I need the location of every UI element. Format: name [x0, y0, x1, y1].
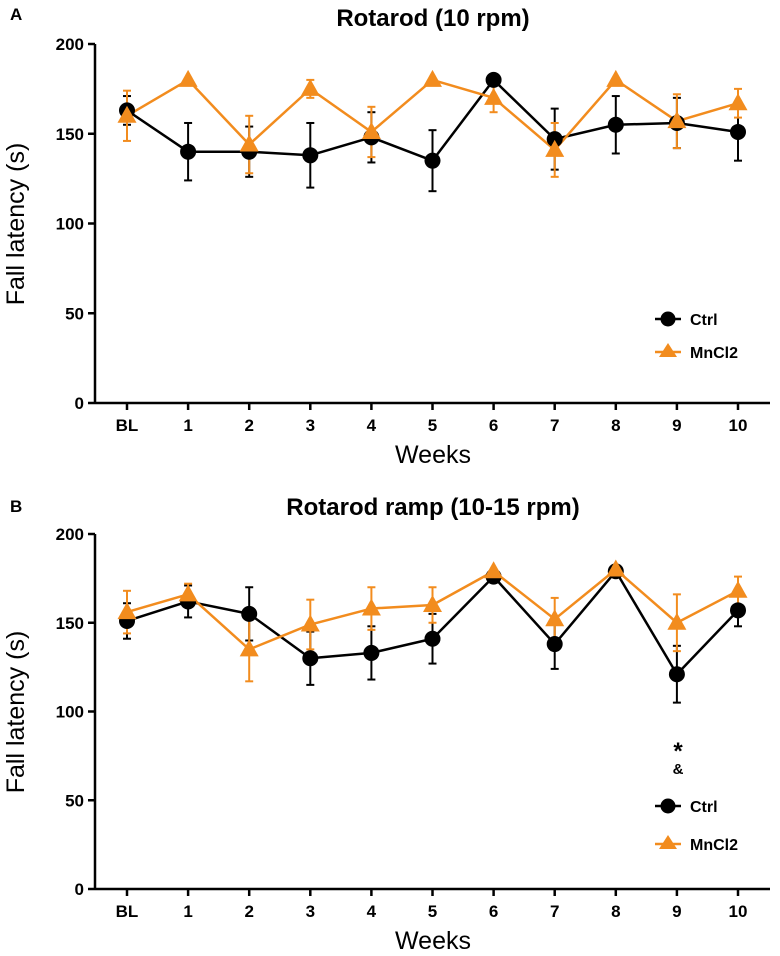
ctrl-point — [180, 143, 197, 160]
annotations: * & — [673, 738, 684, 778]
legend-mncl2-marker — [659, 343, 677, 357]
x-tick-label: BL — [116, 416, 139, 435]
legend-ctrl-label: Ctrl — [690, 312, 718, 329]
ctrl-point — [607, 116, 624, 133]
x-tick-label: 2 — [244, 416, 253, 435]
legend-ctrl-marker — [660, 311, 676, 327]
legend: Ctrl MnCl2 — [655, 311, 738, 362]
mncl2-point — [484, 87, 504, 105]
x-tick-label: 8 — [611, 416, 620, 435]
mncl2-point — [117, 105, 137, 123]
mncl2-point — [667, 612, 687, 630]
x-tick-label: 9 — [672, 902, 681, 921]
mncl2-point — [545, 139, 565, 157]
y-axis-label: Fall latency (s) — [2, 631, 30, 794]
mncl2-point — [606, 559, 626, 577]
x-axis-label: Weeks — [395, 927, 471, 955]
y-tick-label: 150 — [56, 125, 84, 144]
legend-mncl2-marker — [659, 835, 677, 849]
ctrl-point — [363, 644, 380, 661]
x-tick-label: 10 — [729, 902, 748, 921]
axes: 0 50 100 150 200 BL 1 2 3 4 5 6 7 8 9 10 — [56, 35, 770, 435]
y-tick-label: 200 — [56, 35, 84, 54]
panel-a: A Rotarod (10 rpm) Fall latency (s) Week… — [2, 5, 770, 469]
mncl2-point — [545, 609, 565, 627]
x-tick-label: 4 — [367, 902, 377, 921]
mncl2-point — [423, 69, 442, 87]
x-tick-label: 2 — [244, 902, 253, 921]
x-tick-label: 7 — [550, 416, 559, 435]
data-markers — [117, 559, 748, 683]
chart-title: Rotarod ramp (10-15 rpm) — [286, 494, 579, 521]
mncl2-point — [606, 69, 626, 87]
mncl2-point — [300, 614, 320, 632]
panel-label: B — [10, 497, 22, 516]
legend-mncl2-label: MnCl2 — [690, 837, 738, 854]
panel-label: A — [10, 5, 22, 24]
mncl2-point — [667, 111, 687, 129]
x-tick-label: 9 — [672, 416, 681, 435]
x-tick-label: 4 — [367, 416, 377, 435]
ctrl-point — [424, 152, 441, 169]
x-tick-label: 6 — [489, 902, 498, 921]
x-tick-label: BL — [116, 902, 139, 921]
mncl2-point — [178, 69, 198, 87]
y-tick-label: 50 — [65, 304, 84, 323]
ctrl-point — [668, 666, 685, 683]
significance-star: * — [673, 738, 683, 765]
x-tick-label: 5 — [428, 416, 437, 435]
y-tick-label: 50 — [65, 791, 84, 810]
x-tick-label: 1 — [183, 902, 192, 921]
axes: 0 50 100 150 200 BL 1 2 3 4 5 6 7 8 9 10 — [56, 525, 770, 921]
y-tick-label: 100 — [56, 215, 84, 234]
chart-title: Rotarod (10 rpm) — [336, 5, 529, 32]
x-tick-label: 10 — [729, 416, 748, 435]
mncl2-point — [178, 584, 198, 602]
x-tick-label: 8 — [611, 902, 620, 921]
mncl2-point — [117, 602, 137, 620]
x-tick-label: 3 — [306, 902, 315, 921]
data-markers — [117, 69, 748, 169]
y-tick-label: 0 — [75, 880, 84, 899]
legend-ctrl-marker — [660, 798, 676, 814]
mncl2-point — [423, 595, 442, 612]
ctrl-point — [424, 630, 441, 647]
x-tick-label: 1 — [183, 416, 192, 435]
ctrl-point — [485, 71, 502, 88]
y-axis-label: Fall latency (s) — [2, 143, 30, 306]
mncl2-point — [361, 598, 381, 616]
ctrl-point — [546, 131, 563, 148]
y-tick-label: 100 — [56, 703, 84, 722]
mncl2-point — [239, 134, 259, 152]
legend: Ctrl MnCl2 — [655, 798, 738, 854]
x-tick-label: 5 — [428, 902, 437, 921]
mncl2-point — [728, 580, 748, 598]
x-tick-label: 7 — [550, 902, 559, 921]
x-tick-label: 6 — [489, 416, 498, 435]
significance-ampersand: & — [673, 761, 684, 778]
panel-b: B Rotarod ramp (10-15 rpm) Fall latency … — [2, 494, 770, 955]
mncl2-point — [728, 93, 748, 111]
ctrl-point — [302, 147, 319, 164]
y-tick-label: 150 — [56, 614, 84, 633]
x-axis-label: Weeks — [395, 441, 471, 469]
legend-mncl2-label: MnCl2 — [690, 345, 738, 362]
ctrl-point — [302, 650, 319, 667]
y-tick-label: 0 — [75, 394, 84, 413]
mncl2-point — [484, 561, 504, 579]
legend-ctrl-label: Ctrl — [690, 799, 718, 816]
x-tick-label: 3 — [306, 416, 315, 435]
ctrl-point — [241, 605, 258, 622]
error-bars — [123, 78, 742, 193]
ctrl-point — [730, 602, 746, 619]
ctrl-point — [730, 123, 746, 140]
mncl2-point — [361, 121, 381, 139]
mncl2-point — [300, 78, 320, 96]
y-tick-label: 200 — [56, 525, 84, 544]
ctrl-point — [546, 636, 563, 653]
mncl2-point — [239, 639, 259, 657]
